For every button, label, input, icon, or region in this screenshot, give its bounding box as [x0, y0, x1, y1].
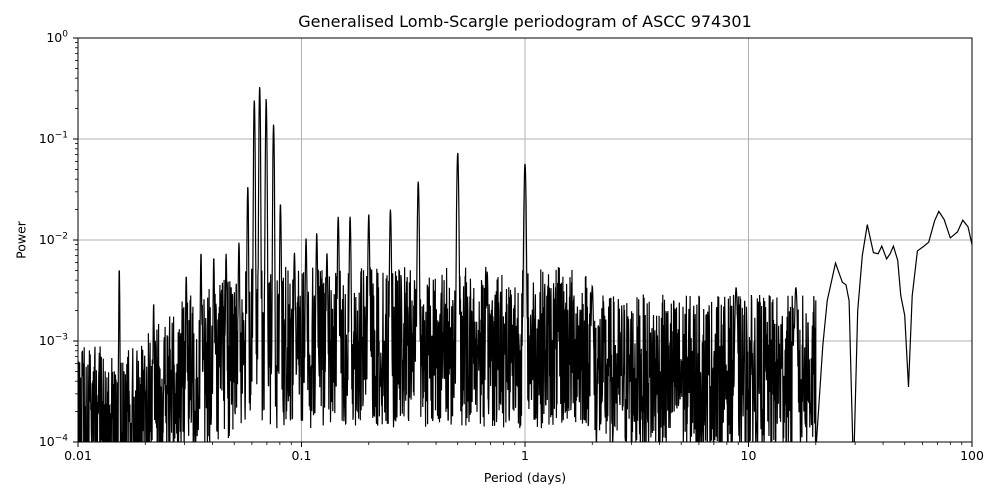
y-tick-label: 10−3 — [38, 332, 68, 348]
y-tick-label: 10−2 — [38, 231, 68, 247]
y-axis-label: Power — [13, 221, 29, 259]
x-tick-label: 0.1 — [291, 448, 312, 463]
y-tick-label: 100 — [46, 29, 68, 45]
x-tick-label: 1 — [521, 448, 529, 463]
x-tick-label: 100 — [960, 448, 984, 463]
x-tick-label: 10 — [740, 448, 757, 463]
x-axis-label: Period (days) — [483, 470, 567, 485]
periodogram-line — [78, 87, 972, 442]
tick-marks — [73, 37, 973, 447]
y-tick-label: 10−4 — [38, 433, 68, 449]
chart-title: Generalised Lomb-Scargle periodogram of … — [298, 12, 752, 31]
x-tick-label: 0.01 — [64, 448, 92, 463]
y-tick-label: 10−1 — [38, 130, 68, 146]
